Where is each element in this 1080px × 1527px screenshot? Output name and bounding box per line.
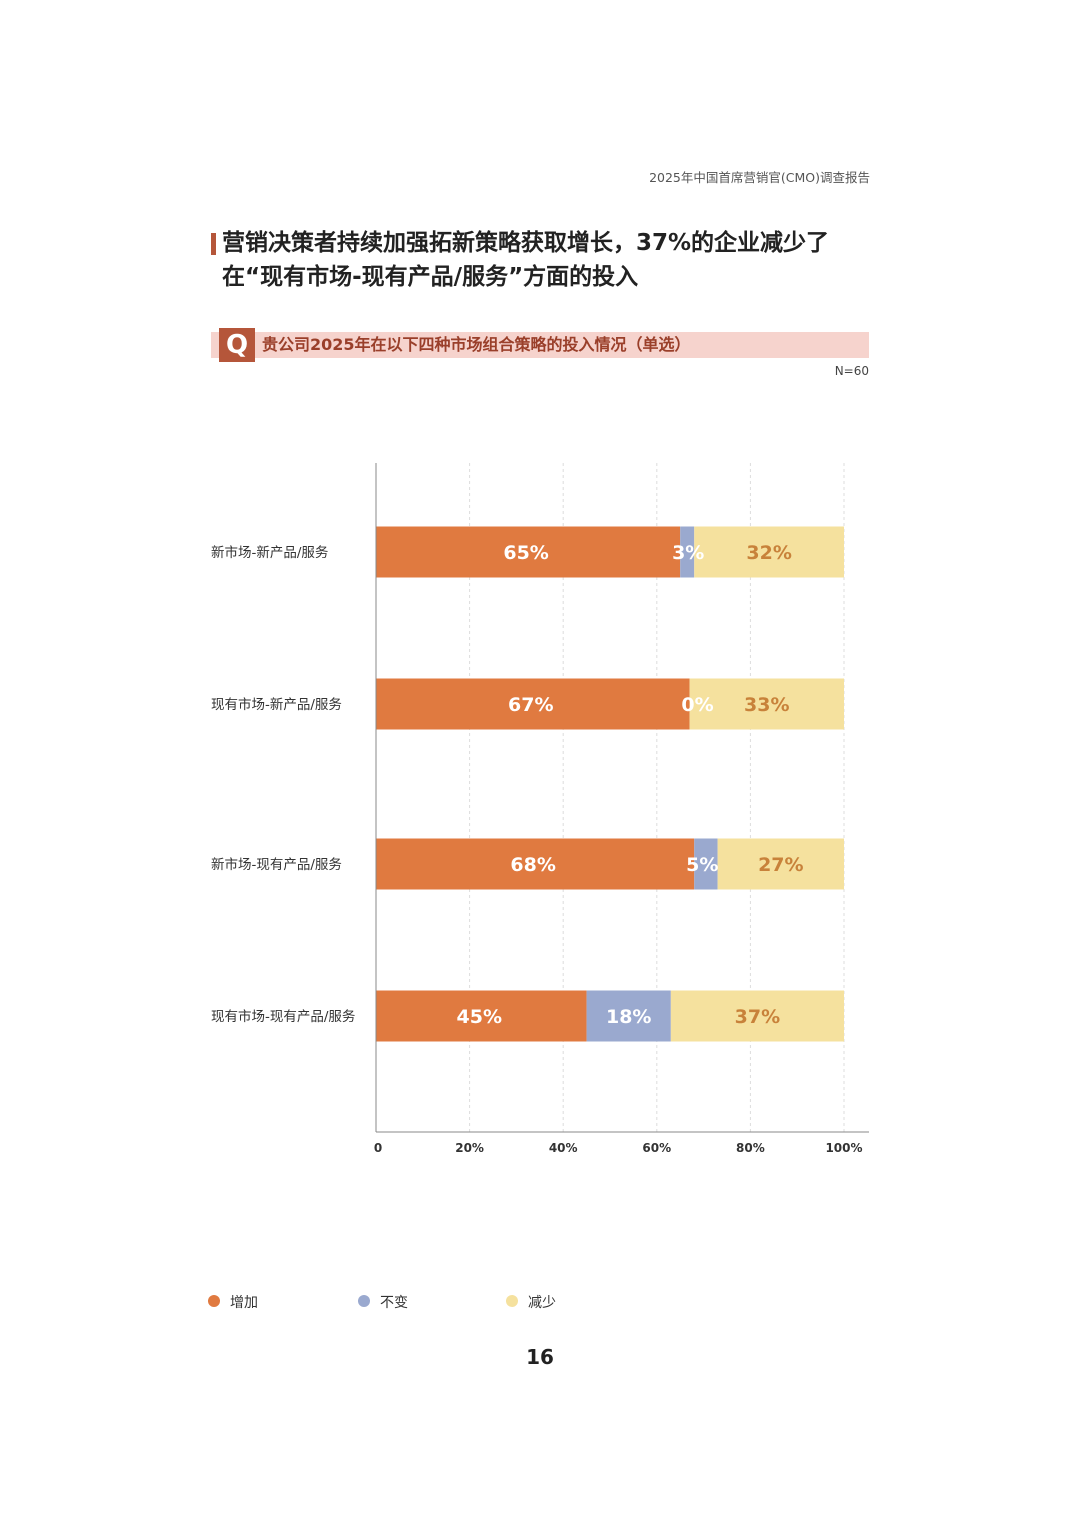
bar-decrease-3 (670, 990, 844, 1042)
data-label-decrease-0: 32% (746, 542, 791, 564)
bar-increase-0 (376, 526, 681, 578)
data-label-decrease-1: 33% (744, 694, 789, 716)
bar-increase-3 (376, 990, 587, 1042)
x-tick-label-40: 40% (549, 1141, 578, 1155)
bar-unchanged-2 (694, 838, 718, 890)
data-label-increase-1: 67% (508, 694, 553, 716)
question-badge-icon: Q (219, 328, 255, 362)
data-label-decrease-2: 27% (758, 854, 803, 876)
data-label-increase-2: 68% (510, 854, 555, 876)
category-label-1: 现有市场-新产品/服务 (211, 696, 342, 713)
data-label-unchanged-2: 5% (686, 854, 718, 876)
bar-increase-1 (376, 678, 690, 730)
page-headline: 营销决策者持续加强拓新策略获取增长，37%的企业减少了在“现有市场-现有产品/服… (222, 230, 830, 290)
legend-dot-unchanged (358, 1295, 370, 1307)
data-label-unchanged-0: 3% (672, 542, 704, 564)
report-header: 2025年中国首席营销官(CMO)调查报告 (649, 170, 870, 185)
bar-increase-2 (376, 838, 695, 890)
bar-unchanged-0 (680, 526, 695, 578)
data-label-increase-3: 45% (457, 1006, 502, 1028)
bar-decrease-0 (694, 526, 844, 578)
x-tick-label-60: 60% (642, 1141, 671, 1155)
legend-item-decrease: 减少 (506, 1292, 556, 1312)
legend-dot-decrease (506, 1295, 518, 1307)
x-tick-label-20: 20% (455, 1141, 484, 1155)
legend-dot-increase (208, 1295, 220, 1307)
question-band (211, 332, 869, 358)
data-label-unchanged-1: 0% (681, 694, 713, 716)
bar-decrease-2 (717, 838, 844, 890)
x-tick-label-100: 100% (825, 1141, 862, 1155)
category-label-2: 新市场-现有产品/服务 (211, 856, 342, 873)
x-tick-label-80: 80% (736, 1141, 765, 1155)
data-label-unchanged-3: 18% (606, 1006, 651, 1028)
category-label-3: 现有市场-现有产品/服务 (211, 1008, 355, 1025)
x-tick-label-0: 0 (374, 1141, 382, 1155)
legend-item-unchanged: 不变 (358, 1292, 408, 1312)
legend-label-decrease: 减少 (528, 1295, 556, 1311)
question-text: 贵公司2025年在以下四种市场组合策略的投入情况（单选） (262, 335, 691, 354)
legend-label-unchanged: 不变 (380, 1295, 408, 1311)
legend-label-increase: 增加 (230, 1295, 258, 1311)
legend-item-increase: 增加 (208, 1292, 258, 1312)
stacked-bar-chart: 65% 3% 32% 新市场-新产品/服务 67% 0% 33% 现有市场-新产品/服务 68%… (211, 463, 869, 1155)
headline-accent-bar (211, 233, 216, 255)
page-number: 16 (526, 1345, 554, 1369)
bar-unchanged-3 (586, 990, 671, 1042)
data-label-increase-0: 65% (503, 542, 548, 564)
sample-size: N=60 (834, 364, 869, 378)
bar-decrease-1 (689, 678, 844, 730)
category-label-0: 新市场-新产品/服务 (211, 544, 328, 561)
data-label-decrease-3: 37% (735, 1006, 780, 1028)
